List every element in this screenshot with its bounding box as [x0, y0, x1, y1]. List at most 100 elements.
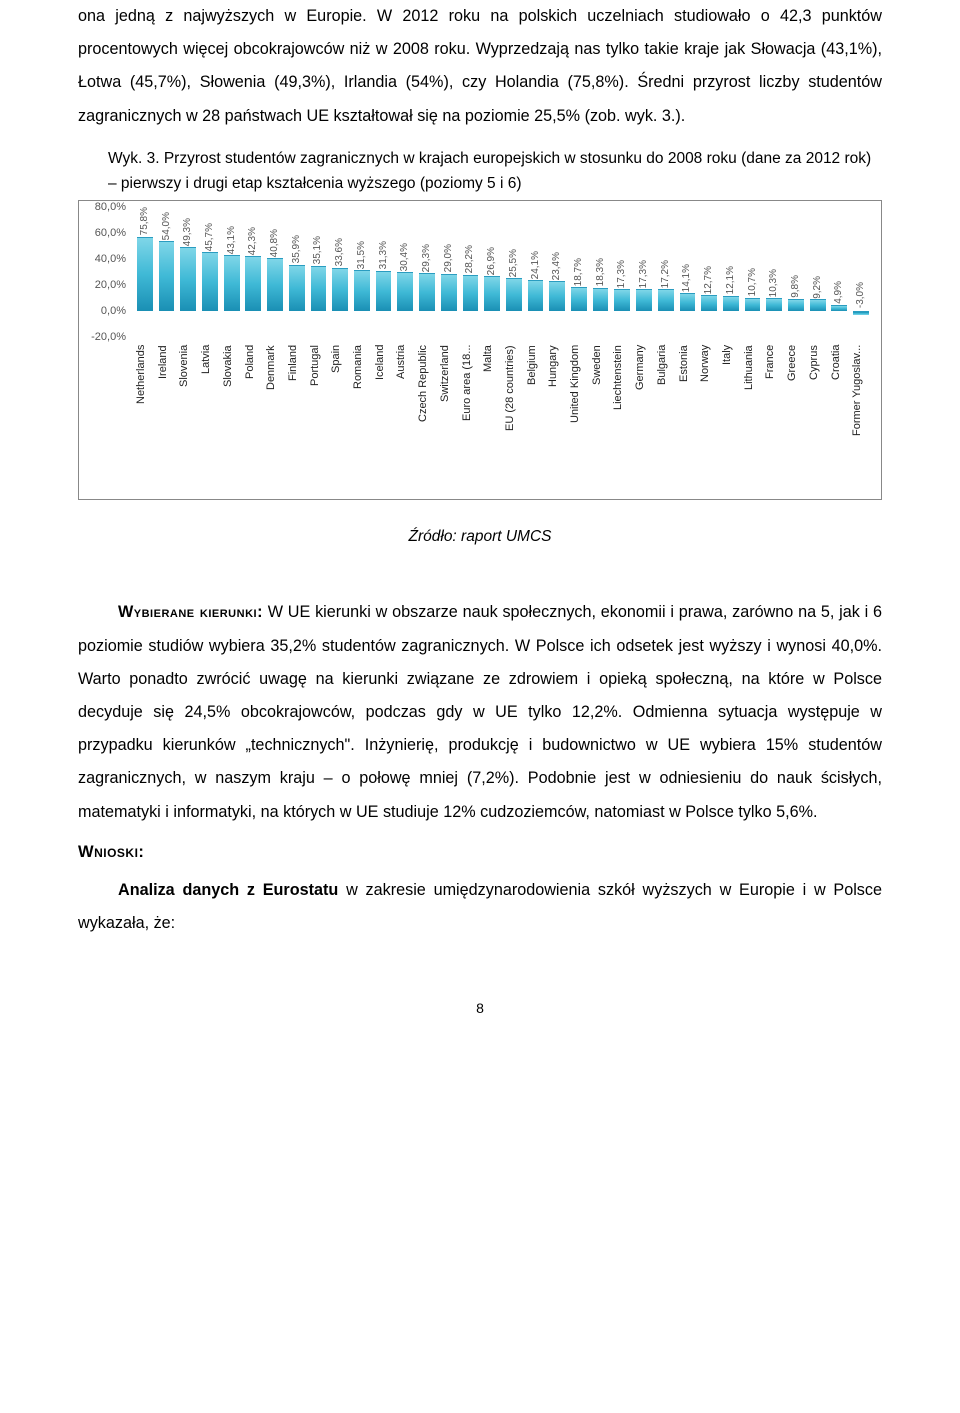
bar-value-label: 45,7%	[205, 223, 215, 251]
x-category-label: EU (28 countries)	[504, 343, 524, 497]
bar-column: 12,7%	[699, 207, 719, 337]
x-category-label: Germany	[634, 343, 654, 497]
x-category-label: Denmark	[265, 343, 285, 497]
x-category-label: Greece	[786, 343, 806, 497]
bar	[658, 289, 674, 311]
x-category-label: France	[764, 343, 784, 497]
bar-column: 28,2%	[461, 207, 481, 337]
bar-column: 35,9%	[287, 207, 307, 337]
x-category-label: Czech Republic	[417, 343, 437, 497]
bar-value-label: 49,3%	[183, 218, 193, 246]
bar-column: 9,2%	[808, 207, 828, 337]
bar	[376, 271, 392, 312]
bar	[224, 255, 240, 311]
wnioski-paragraph: Analiza danych z Eurostatu w zakresie um…	[78, 874, 882, 940]
bar	[680, 293, 696, 311]
x-category-label: Estonia	[678, 343, 698, 497]
x-category-label: United Kingdom	[569, 343, 589, 497]
bar-value-label: 43,1%	[227, 226, 237, 254]
bar-value-label: 29,0%	[444, 244, 454, 272]
x-category-label: Slovakia	[222, 343, 242, 497]
bar-value-label: 9,8%	[791, 275, 801, 298]
x-category-label: Hungary	[547, 343, 567, 497]
bar	[636, 289, 652, 311]
x-category-label: Sweden	[591, 343, 611, 497]
bar-column: 4,9%	[830, 207, 850, 337]
x-category-label: Poland	[244, 343, 264, 497]
bar-column: 29,0%	[439, 207, 459, 337]
y-tick: 0,0%	[101, 305, 126, 317]
bar-value-label: 29,3%	[422, 244, 432, 272]
bar	[614, 289, 630, 311]
bar	[137, 237, 153, 312]
bar	[723, 296, 739, 312]
bar	[245, 256, 261, 311]
bar-column: 12,1%	[721, 207, 741, 337]
bar-value-label: 12,1%	[726, 266, 736, 294]
x-category-label: Italy	[721, 343, 741, 497]
bar-value-label: 18,3%	[596, 258, 606, 286]
x-category-label: Former Yugoslav...	[851, 343, 871, 497]
x-category-label: Croatia	[830, 343, 850, 497]
bar-value-label: 10,3%	[769, 269, 779, 297]
bar-value-label: 23,4%	[552, 252, 562, 280]
bar-value-label: 40,8%	[270, 229, 280, 257]
x-category-label: Liechtenstein	[612, 343, 632, 497]
bar-column: -3,0%	[851, 207, 871, 337]
bar-column: 45,7%	[200, 207, 220, 337]
bar-column: 40,8%	[265, 207, 285, 337]
bar-column: 33,6%	[330, 207, 350, 337]
bar-column: 75,8%	[135, 207, 155, 337]
x-category-label: Malta	[482, 343, 502, 497]
bar	[766, 298, 782, 311]
bar-value-label: 42,3%	[248, 227, 258, 255]
bar	[441, 274, 457, 312]
page-number: 8	[78, 1000, 882, 1016]
bar-column: 9,8%	[786, 207, 806, 337]
bar	[354, 270, 370, 311]
x-category-label: Spain	[330, 343, 350, 497]
kierunki-label: Wybierane kierunki:	[118, 603, 263, 621]
bar	[810, 299, 826, 311]
chart-caption: Wyk. 3. Przyrost studentów zagranicznych…	[78, 147, 882, 197]
bar	[484, 276, 500, 311]
bar-value-label: 9,2%	[813, 276, 823, 299]
bar	[701, 295, 717, 312]
x-category-label: Slovenia	[178, 343, 198, 497]
bar-column: 18,3%	[591, 207, 611, 337]
intro-paragraph: ona jedną z najwyższych w Europie. W 201…	[78, 0, 882, 133]
bar-value-label: 30,4%	[400, 243, 410, 271]
bars-area: 75,8%54,0%49,3%45,7%43,1%42,3%40,8%35,9%…	[135, 207, 871, 337]
wnioski-bold: Analiza danych z Eurostatu	[118, 881, 338, 899]
bar-column: 30,4%	[395, 207, 415, 337]
bar-column: 42,3%	[244, 207, 264, 337]
bar	[267, 258, 283, 311]
bar-value-label: 14,1%	[682, 264, 692, 292]
x-category-label: Lithuania	[743, 343, 763, 497]
bar	[528, 280, 544, 311]
bar	[202, 252, 218, 311]
bar	[549, 281, 565, 311]
bar-value-label: 17,3%	[639, 260, 649, 288]
x-category-label: Latvia	[200, 343, 220, 497]
chart-source: Źródło: raport UMCS	[78, 528, 882, 546]
x-category-label: Norway	[699, 343, 719, 497]
bar	[788, 299, 804, 312]
bar	[593, 288, 609, 312]
bar	[831, 305, 847, 311]
x-category-label: Cyprus	[808, 343, 828, 497]
bar-column: 17,2%	[656, 207, 676, 337]
x-category-label: Belgium	[526, 343, 546, 497]
bar-value-label: 31,5%	[357, 241, 367, 269]
bar	[419, 273, 435, 311]
x-category-label: Iceland	[374, 343, 394, 497]
bar-value-label: 75,8%	[140, 207, 150, 235]
bar-value-label: 33,6%	[335, 238, 345, 266]
bar	[506, 278, 522, 311]
bar-column: 35,1%	[309, 207, 329, 337]
bar-column: 31,5%	[352, 207, 372, 337]
bar-column: 24,1%	[526, 207, 546, 337]
x-category-label: Switzerland	[439, 343, 459, 497]
y-axis: 80,0%60,0%40,0%20,0%0,0%-20,0%	[80, 207, 130, 337]
bar	[853, 311, 869, 315]
